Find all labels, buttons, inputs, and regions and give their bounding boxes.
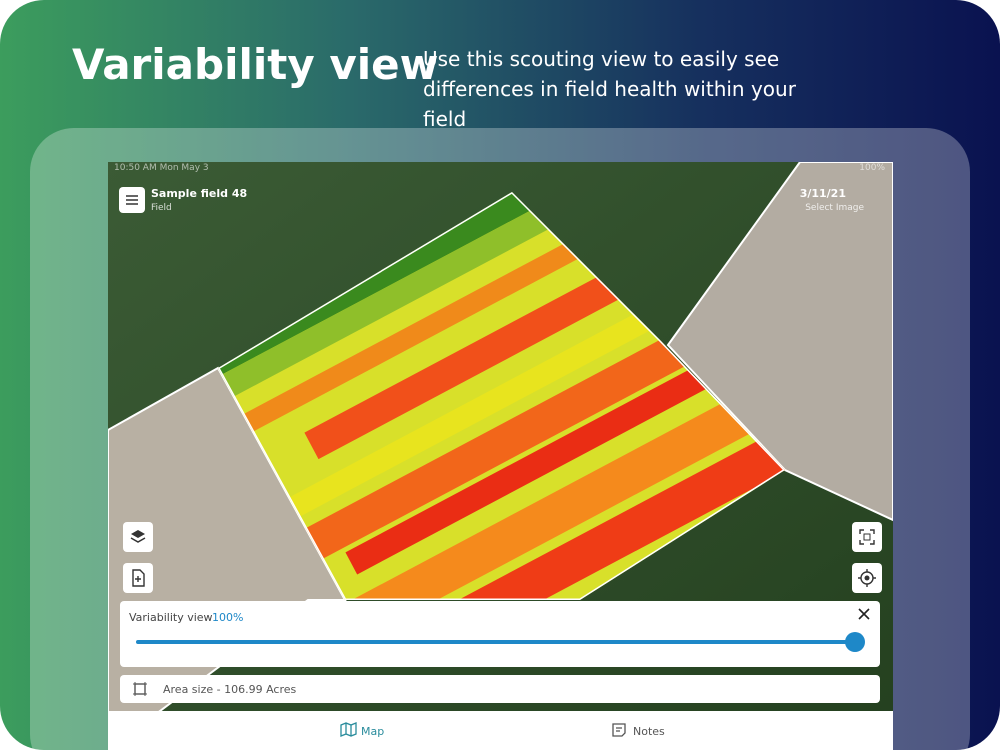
slider-track [136,640,856,644]
fit-icon [859,529,875,545]
area-icon [133,682,147,696]
image-date[interactable]: 3/11/21 [799,187,846,200]
tab-notes[interactable]: Notes [633,725,665,738]
add-note-button[interactable] [123,563,153,593]
neighbor-field [666,162,893,522]
locate-icon [858,569,876,587]
page-description: Use this scouting view to easily see dif… [423,47,796,131]
slider-value: 100% [212,611,244,624]
locate-button[interactable] [852,563,882,593]
tab-bar: Map Notes [108,711,893,750]
slider-panel: Variability view 100% [120,601,880,667]
add-note-icon [132,569,145,587]
app-screen: 10:50 AM Mon May 3 100% Sample field 48 … [108,162,893,750]
slider[interactable] [120,601,880,667]
status-time: 10:50 AM Mon May 3 [114,163,209,173]
slider-label: Variability view [129,611,213,624]
close-icon[interactable] [858,608,870,620]
map [108,162,893,750]
field-name: Sample field 48 [151,187,248,200]
slider-thumb[interactable] [845,632,865,652]
tab-map[interactable]: Map [361,725,385,738]
area-size: Area size - 106.99 Acres [163,683,297,696]
menu-icon [126,195,138,205]
layers-button[interactable] [123,522,153,552]
image-hint[interactable]: Select Image [805,203,864,213]
tab-icons [340,722,626,737]
status-battery: 100% [859,163,885,173]
field-type: Field [151,203,172,213]
layers-icon [130,530,146,543]
page-title: Variability view [72,40,439,89]
area-panel: Area size - 106.99 Acres [120,675,880,703]
menu-button[interactable] [119,187,145,213]
fit-button[interactable] [852,522,882,552]
